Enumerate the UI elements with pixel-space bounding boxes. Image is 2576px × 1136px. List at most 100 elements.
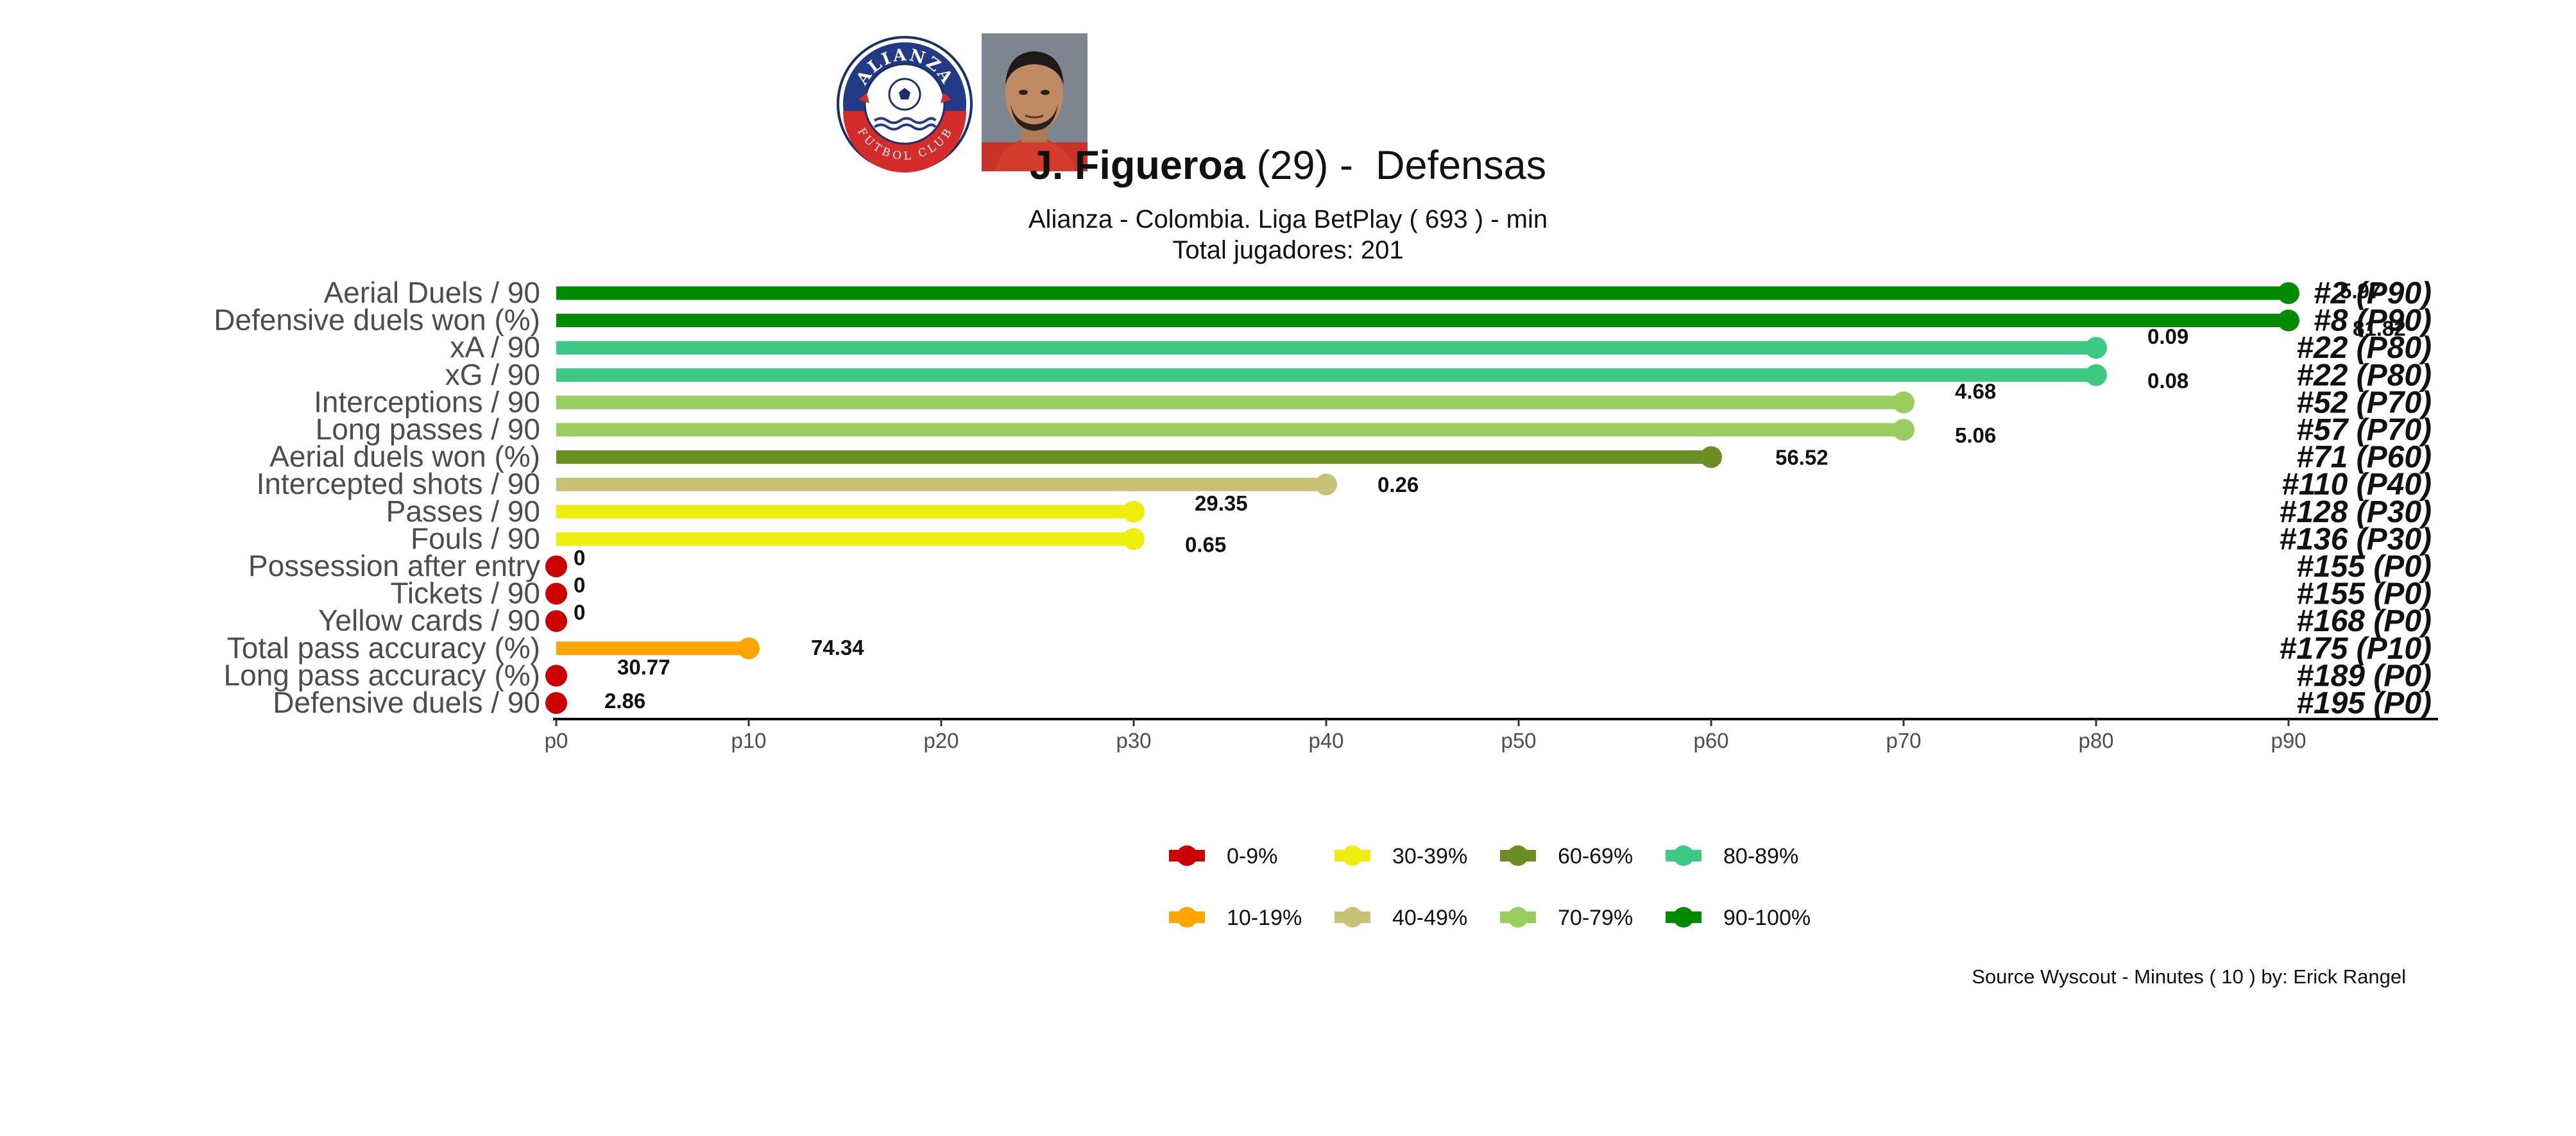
subtitle-league: Alianza - Colombia. Liga BetPlay ( 693 )…: [1028, 205, 1548, 233]
metric-label: Fouls / 90: [411, 521, 540, 555]
metric-dot: [2278, 282, 2299, 304]
metric-value: 0: [574, 600, 585, 624]
legend-item: 30-39%: [1335, 844, 1467, 869]
legend-item: 60-69%: [1500, 844, 1633, 869]
legend-swatch-dot: [1342, 907, 1363, 928]
legend-label: 60-69%: [1558, 844, 1633, 869]
metric-dot: [2085, 337, 2107, 359]
metric-dot: [545, 692, 567, 714]
legend-label: 80-89%: [1723, 844, 1798, 869]
metric-row: Intercepted shots / 90 0.26 #110 (P40): [257, 467, 2432, 502]
metric-rank: #155 (P0): [2296, 577, 2432, 611]
metric-value: 0: [574, 573, 585, 597]
metric-value: 81.82: [2353, 317, 2406, 341]
x-axis-ticks: p0 p10 p20 p30 p40 p50 p60 p70 p80 p90: [545, 719, 2307, 752]
metric-dot: [1315, 473, 1337, 496]
subtitle-total: Total jugadores: 201: [1172, 236, 1404, 264]
metric-label: Tickets / 90: [391, 577, 540, 610]
chart-subtitle: Alianza - Colombia. Liga BetPlay ( 693 )…: [0, 204, 2576, 266]
x-tick-label: p40: [1308, 729, 1343, 752]
x-tick-label: p50: [1501, 729, 1536, 752]
metric-row: Aerial duels won (%) 56.52 #71 (P60): [269, 440, 2432, 475]
metric-value: 0: [574, 546, 585, 570]
metric-value: 4.68: [1955, 379, 1996, 403]
metric-dot: [545, 665, 567, 687]
x-tick-label: p10: [731, 729, 766, 752]
x-tick-label: p70: [1886, 729, 1921, 752]
metric-rank: #22 (P80): [2296, 359, 2432, 393]
metric-row: Passes / 90 29.35 #128 (P30): [386, 491, 2432, 529]
legend-item: 10-19%: [1169, 906, 1302, 930]
metric-row: Possession after entry 0 #155 (P0): [248, 546, 2432, 584]
metric-label: Defensive duels won (%): [214, 303, 540, 337]
legend-swatch-dot: [1342, 845, 1363, 866]
metric-rank: #8 (P90): [2314, 304, 2432, 338]
player-age: (29): [1256, 143, 1329, 188]
metric-dot: [545, 610, 567, 632]
player-name: J. Figueroa: [1029, 143, 1245, 188]
metric-value: 29.35: [1195, 491, 1248, 515]
metric-row: Interceptions / 90 4.68 #52 (P70): [314, 379, 2432, 420]
legend-swatch-dot: [1508, 845, 1528, 866]
metric-rank: #136 (P30): [2280, 522, 2432, 556]
legend-swatch-dot: [1177, 845, 1197, 866]
metric-dot: [2085, 364, 2107, 386]
metric-dot: [738, 637, 760, 659]
metric-label: Interceptions / 90: [314, 385, 540, 418]
x-tick-label: p90: [2271, 729, 2306, 752]
metric-rank: #52 (P70): [2296, 386, 2432, 420]
x-tick-label: p30: [1116, 729, 1151, 752]
x-tick-label: p0: [545, 729, 568, 752]
metric-dot: [1700, 446, 1722, 468]
metric-rank: #128 (P30): [2280, 495, 2432, 529]
metric-rank: #168 (P0): [2296, 604, 2432, 638]
chart-rows: Aerial Duels / 90 5.97#2 (P90)Defensive d…: [214, 276, 2432, 720]
title-separator: -: [1328, 143, 1376, 188]
metric-row: Long pass accuracy (%) 30.77 #189 (P0): [224, 655, 2432, 693]
legend-item: 90-100%: [1666, 906, 1811, 930]
metric-label: Long passes / 90: [316, 412, 540, 446]
legend-swatch-dot: [1508, 907, 1528, 928]
metric-dot: [545, 582, 567, 605]
legend-item: 70-79%: [1500, 906, 1633, 930]
legend-item: 0-9%: [1169, 844, 1277, 869]
legend-label: 90-100%: [1723, 906, 1811, 930]
metric-row: Tickets / 90 0 #155 (P0): [391, 573, 2432, 611]
metric-label: xG / 90: [445, 358, 540, 391]
metric-rank: #57 (P70): [2296, 413, 2432, 447]
metric-dot: [2278, 309, 2299, 332]
legend-swatch-dot: [1177, 907, 1197, 928]
metric-row: Total pass accuracy (%) 74.34 #175 (P10): [227, 631, 2432, 666]
metric-label: Long pass accuracy (%): [224, 658, 540, 691]
metric-value: 0.26: [1378, 473, 1419, 496]
metric-rank: #110 (P40): [2282, 468, 2432, 502]
legend-label: 40-49%: [1392, 906, 1467, 930]
metric-label: Defensive duels / 90: [273, 686, 540, 719]
metric-rank: #22 (P80): [2296, 331, 2432, 365]
metric-value: 30.77: [617, 655, 670, 679]
legend-item: 80-89%: [1666, 844, 1798, 869]
metric-dot: [545, 555, 567, 577]
metric-dot: [1123, 500, 1145, 523]
metric-rank: #175 (P10): [2280, 632, 2432, 666]
metric-dot: [1893, 419, 1915, 441]
metric-label: Possession after entry: [248, 549, 540, 582]
metric-row: xA / 90 0.09 #22 (P80): [450, 325, 2432, 365]
x-tick-label: p60: [1693, 729, 1728, 752]
player-position: Defensas: [1375, 143, 1547, 188]
x-tick-label: p20: [923, 729, 959, 752]
legend: 0-9% 10-19% 30-39% 40-49% 60-69% 70-79% 80-89%…: [1169, 844, 1811, 930]
metric-dot: [1893, 391, 1915, 414]
legend-swatch-dot: [1673, 845, 1694, 866]
player-photo: [982, 33, 1088, 171]
metric-rank: #155 (P0): [2296, 550, 2432, 584]
metric-label: Yellow cards / 90: [318, 604, 540, 637]
metric-row: Defensive duels / 90 2.86 #195 (P0): [273, 686, 2432, 720]
chart-title: J. Figueroa (29) - Defensas: [0, 142, 2576, 189]
metric-rank: #195 (P0): [2296, 686, 2432, 720]
legend-item: 40-49%: [1335, 906, 1467, 930]
metric-value: 0.09: [2147, 325, 2188, 348]
metric-row: Long passes / 90 5.06 #57 (P70): [316, 412, 2432, 447]
metric-row: Yellow cards / 90 0 #168 (P0): [318, 600, 2432, 638]
